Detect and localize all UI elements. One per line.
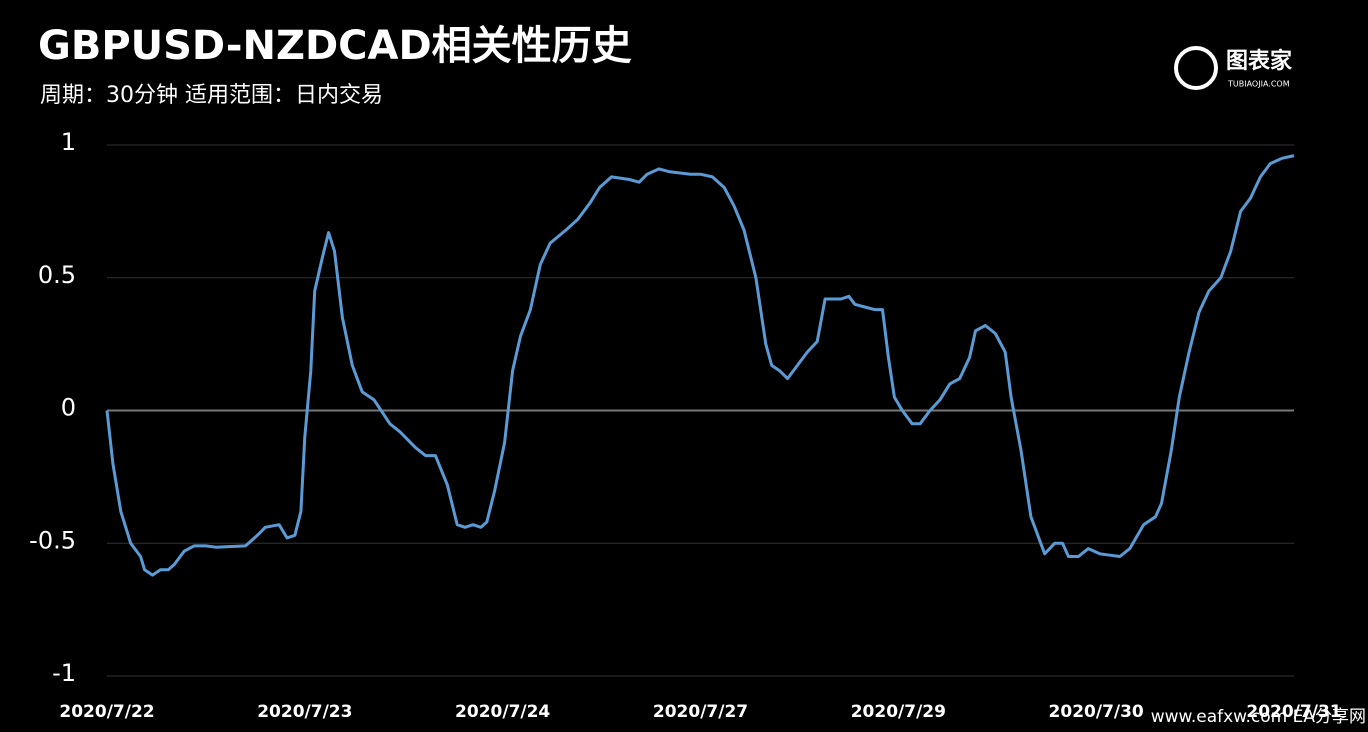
x-tick-label: 2020/7/27	[653, 702, 748, 722]
logo-text: 图表家	[1226, 48, 1293, 74]
series-line	[105, 154, 1295, 577]
y-tick-label: -1	[52, 659, 76, 687]
x-tick-label: 2020/7/23	[257, 702, 352, 722]
chart-title: GBPUSD-NZDCAD相关性历史	[38, 23, 632, 69]
logo-icon	[1174, 46, 1218, 90]
x-tick-label: 2020/7/24	[455, 702, 550, 722]
logo-subtext: TUBIAOJIA.COM	[1227, 80, 1290, 89]
x-tick-label: 2020/7/22	[59, 702, 154, 722]
chart-subtitle: 周期：30分钟 适用范围：日内交易	[40, 83, 383, 108]
x-tick-label: 2020/7/31	[1246, 702, 1341, 722]
y-tick-label: -0.5	[29, 526, 76, 554]
x-tick-label: 2020/7/30	[1049, 702, 1144, 722]
x-tick-label: 2020/7/29	[851, 702, 946, 722]
y-tick-label: 0	[61, 394, 76, 422]
watermark: www.eafxw.com EA分享网	[1151, 707, 1366, 727]
y-tick-label: 1	[61, 128, 76, 156]
y-tick-label: 0.5	[38, 261, 76, 289]
